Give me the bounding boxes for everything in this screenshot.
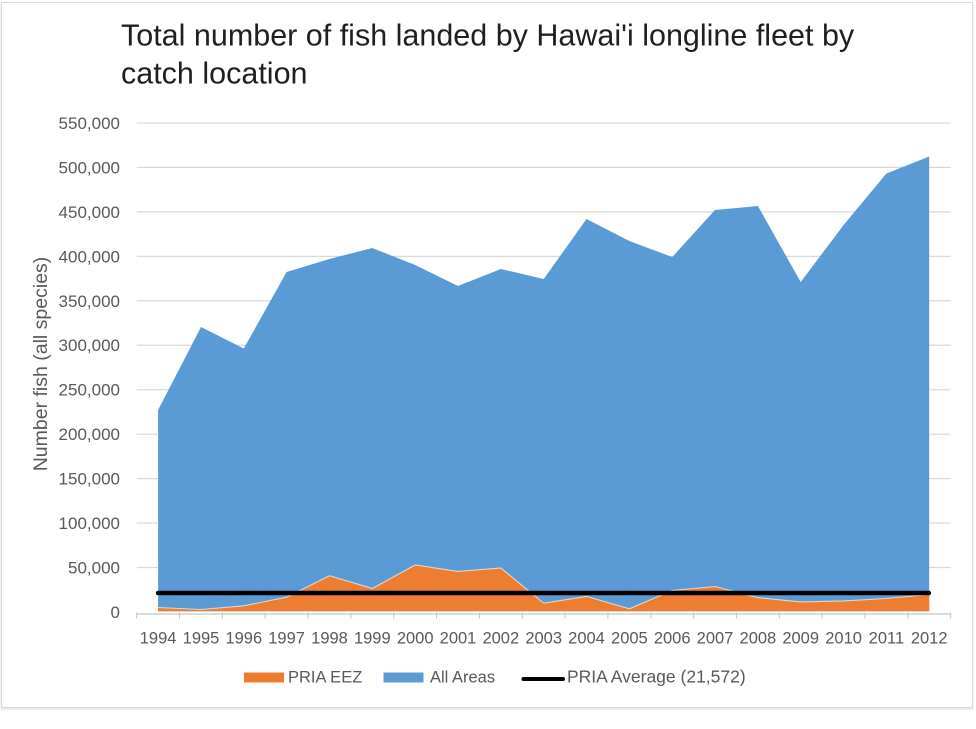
svg-text:2004: 2004	[568, 630, 605, 648]
svg-text:250,000: 250,000	[59, 381, 120, 400]
svg-text:150,000: 150,000	[59, 470, 120, 489]
svg-text:1994: 1994	[140, 630, 177, 648]
svg-text:200,000: 200,000	[59, 425, 120, 444]
svg-text:450,000: 450,000	[59, 203, 120, 222]
svg-text:2010: 2010	[825, 630, 862, 648]
svg-text:350,000: 350,000	[59, 292, 120, 311]
svg-text:1998: 1998	[311, 630, 348, 648]
svg-text:PRIA EEZ: PRIA EEZ	[288, 669, 362, 687]
svg-text:2003: 2003	[525, 630, 562, 648]
svg-text:PRIA Average (21,572): PRIA Average (21,572)	[567, 667, 746, 687]
svg-text:2009: 2009	[782, 630, 819, 648]
svg-text:500,000: 500,000	[59, 158, 120, 177]
svg-text:Total number of fish landed by: Total number of fish landed by Hawai'i l…	[121, 19, 855, 53]
svg-text:0: 0	[111, 603, 120, 622]
svg-text:100,000: 100,000	[59, 514, 120, 533]
svg-text:1995: 1995	[183, 630, 220, 648]
svg-text:1997: 1997	[268, 630, 305, 648]
svg-text:400,000: 400,000	[59, 247, 120, 266]
svg-text:2007: 2007	[697, 630, 734, 648]
svg-text:1996: 1996	[225, 630, 262, 648]
svg-text:2002: 2002	[482, 630, 519, 648]
svg-text:2011: 2011	[869, 630, 904, 648]
svg-text:1999: 1999	[354, 630, 391, 648]
svg-text:2008: 2008	[740, 630, 777, 648]
svg-text:2012: 2012	[911, 630, 948, 648]
svg-text:2001: 2001	[440, 630, 477, 648]
svg-text:catch location: catch location	[121, 57, 308, 91]
svg-text:300,000: 300,000	[59, 336, 120, 355]
svg-text:2005: 2005	[611, 630, 648, 648]
svg-text:2006: 2006	[654, 630, 691, 648]
svg-text:2000: 2000	[397, 630, 434, 648]
svg-text:50,000: 50,000	[68, 559, 120, 578]
svg-text:550,000: 550,000	[59, 114, 120, 133]
svg-text:All Areas: All Areas	[430, 669, 495, 687]
svg-text:Number fish (all species): Number fish (all species)	[30, 257, 52, 472]
